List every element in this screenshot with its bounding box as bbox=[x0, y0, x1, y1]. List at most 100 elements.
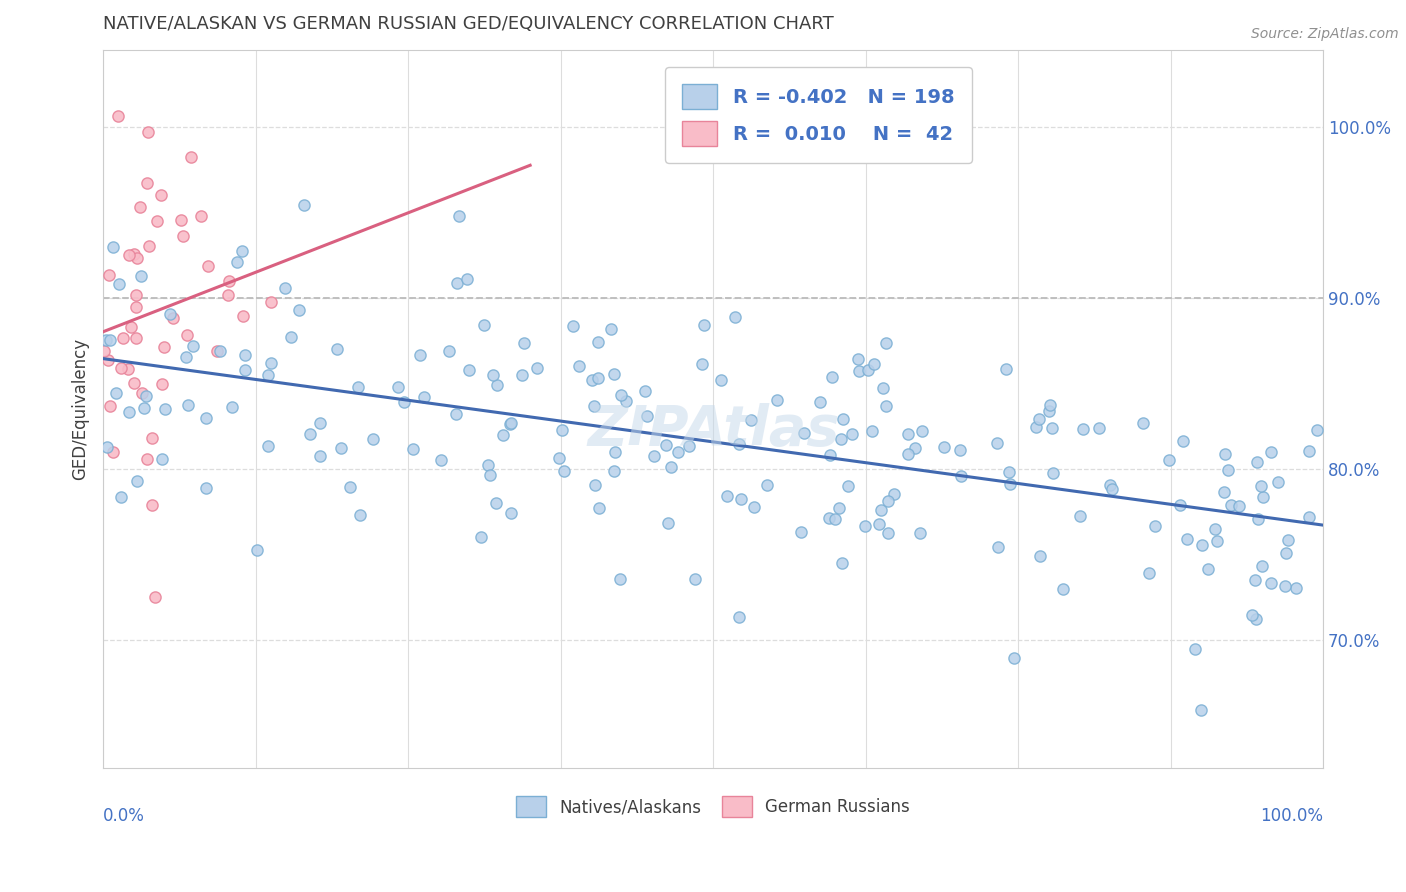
Point bbox=[614, 394, 637, 409]
Point bbox=[143, 590, 166, 604]
Point bbox=[876, 526, 898, 541]
Point bbox=[1042, 467, 1064, 481]
Point bbox=[655, 438, 678, 452]
Point bbox=[932, 440, 955, 454]
Point bbox=[96, 353, 118, 368]
Point bbox=[387, 380, 409, 394]
Point bbox=[550, 423, 572, 437]
Point bbox=[872, 381, 894, 395]
Point bbox=[108, 277, 131, 292]
Point bbox=[636, 409, 658, 423]
Point bbox=[1028, 412, 1050, 426]
Point bbox=[233, 363, 256, 377]
Point bbox=[231, 244, 253, 259]
Point bbox=[1240, 608, 1263, 623]
Point bbox=[98, 399, 121, 413]
Point bbox=[159, 307, 181, 321]
Point bbox=[155, 401, 177, 416]
Point bbox=[1040, 421, 1063, 435]
Point bbox=[848, 364, 870, 378]
Point bbox=[280, 330, 302, 344]
Point bbox=[1205, 533, 1227, 548]
Point bbox=[1025, 420, 1047, 434]
Point bbox=[122, 247, 145, 261]
Point bbox=[634, 384, 657, 399]
Point bbox=[217, 288, 239, 302]
Point bbox=[1306, 423, 1329, 437]
Point bbox=[125, 301, 148, 315]
Point bbox=[831, 412, 853, 426]
Point bbox=[128, 200, 150, 214]
Point bbox=[470, 530, 492, 544]
Point bbox=[131, 386, 153, 401]
Point bbox=[162, 311, 184, 326]
Legend: Natives/Alaskans, German Russians: Natives/Alaskans, German Russians bbox=[510, 789, 917, 824]
Point bbox=[609, 572, 631, 586]
Point bbox=[1274, 579, 1296, 593]
Point bbox=[998, 465, 1021, 479]
Point bbox=[195, 481, 218, 495]
Point bbox=[1189, 703, 1212, 717]
Point bbox=[485, 496, 508, 510]
Point bbox=[1038, 404, 1060, 418]
Point bbox=[830, 432, 852, 446]
Point bbox=[458, 363, 481, 377]
Point bbox=[1069, 508, 1091, 523]
Point bbox=[478, 468, 501, 483]
Point bbox=[98, 268, 121, 282]
Point bbox=[728, 610, 751, 624]
Point bbox=[117, 248, 139, 262]
Point bbox=[346, 380, 368, 394]
Point bbox=[208, 344, 231, 359]
Point bbox=[1144, 519, 1167, 533]
Point bbox=[129, 268, 152, 283]
Point bbox=[485, 378, 508, 392]
Point bbox=[755, 477, 778, 491]
Point bbox=[1002, 651, 1025, 665]
Point bbox=[1244, 612, 1267, 626]
Point bbox=[93, 344, 115, 359]
Point bbox=[107, 109, 129, 123]
Point bbox=[603, 444, 626, 458]
Point bbox=[232, 309, 254, 323]
Point bbox=[409, 348, 432, 362]
Point bbox=[197, 259, 219, 273]
Point bbox=[510, 368, 533, 383]
Point bbox=[112, 331, 135, 345]
Point bbox=[1101, 482, 1123, 496]
Point bbox=[1298, 510, 1320, 524]
Point bbox=[1157, 453, 1180, 467]
Point bbox=[446, 407, 468, 421]
Point bbox=[856, 362, 879, 376]
Text: 100.0%: 100.0% bbox=[1260, 807, 1323, 825]
Point bbox=[553, 464, 575, 478]
Point bbox=[146, 214, 169, 228]
Text: NATIVE/ALASKAN VS GERMAN RUSSIAN GED/EQUIVALENCY CORRELATION CHART: NATIVE/ALASKAN VS GERMAN RUSSIAN GED/EQU… bbox=[103, 15, 834, 33]
Point bbox=[1250, 479, 1272, 493]
Point bbox=[1052, 582, 1074, 596]
Point bbox=[1197, 561, 1219, 575]
Point bbox=[218, 274, 240, 288]
Point bbox=[603, 464, 626, 478]
Point bbox=[1171, 434, 1194, 449]
Point bbox=[110, 490, 132, 504]
Point bbox=[225, 255, 247, 269]
Point bbox=[1244, 573, 1267, 587]
Point bbox=[501, 416, 523, 430]
Point bbox=[1191, 538, 1213, 552]
Point bbox=[949, 469, 972, 483]
Point bbox=[150, 377, 173, 392]
Point bbox=[136, 452, 159, 467]
Point bbox=[716, 489, 738, 503]
Point bbox=[246, 542, 269, 557]
Point bbox=[326, 342, 349, 356]
Point bbox=[581, 373, 603, 387]
Point bbox=[492, 428, 515, 442]
Point bbox=[868, 516, 890, 531]
Point bbox=[124, 376, 146, 390]
Point bbox=[724, 310, 747, 324]
Point bbox=[659, 460, 682, 475]
Point bbox=[583, 478, 606, 492]
Point bbox=[194, 411, 217, 425]
Point bbox=[526, 360, 548, 375]
